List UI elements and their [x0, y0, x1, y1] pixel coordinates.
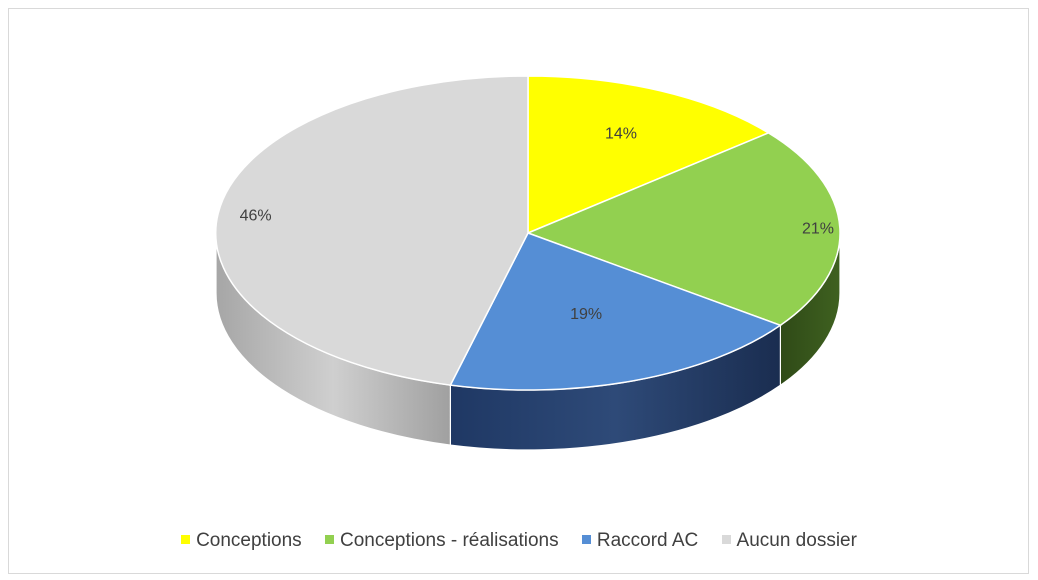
- legend-item-aucun-dossier: Aucun dossier: [721, 530, 857, 552]
- data-label-3: 46%: [240, 208, 272, 225]
- legend-swatch-icon: [721, 535, 731, 544]
- legend-label: Conceptions - réalisations: [339, 530, 559, 551]
- legend-label: Raccord AC: [596, 530, 699, 551]
- pie-slice-0: [527, 75, 771, 235]
- legend-swatch-icon: [324, 535, 334, 544]
- pie-slice-3: [215, 75, 529, 386]
- legend-item-conceptions-realisations: Conceptions - réalisations: [324, 530, 559, 552]
- data-label-2: 19%: [570, 306, 602, 323]
- pie-slice-1: [525, 132, 841, 327]
- legend-swatch-icon: [581, 535, 591, 544]
- data-label-1: 21%: [802, 220, 834, 237]
- legend-label: Aucun dossier: [736, 530, 857, 551]
- data-label-0: 14%: [605, 126, 637, 143]
- legend: Conceptions Conceptions - réalisations R…: [0, 530, 1038, 552]
- legend-label: Conceptions: [196, 530, 302, 551]
- legend-item-conceptions: Conceptions: [181, 530, 302, 552]
- legend-item-raccord-ac: Raccord AC: [581, 530, 699, 552]
- legend-swatch-icon: [181, 535, 191, 544]
- pie-slice-2: [449, 232, 783, 391]
